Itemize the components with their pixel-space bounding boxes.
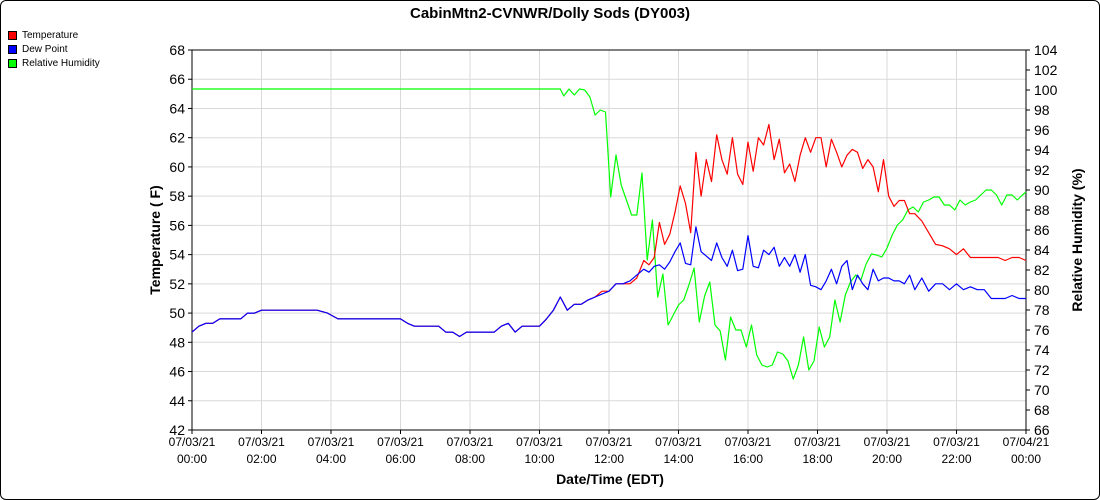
x-axis-ticks: 07/03/21 00:00 07/03/21 02:00 07/03/21 04:00 0… [169, 430, 1050, 466]
y-tick-label: 52 [169, 276, 185, 292]
y-tick-label: 58 [169, 188, 185, 204]
y2-tick-label: 82 [1034, 262, 1050, 278]
x-tick-time: 02:00 [246, 452, 276, 466]
y2-tick-label: 102 [1034, 62, 1058, 78]
legend-label-dew-point: Dew Point [22, 43, 68, 55]
y2-tick-label: 72 [1034, 362, 1050, 378]
y2-tick-label: 74 [1034, 342, 1050, 358]
y2-tick-label: 66 [1034, 422, 1050, 438]
series-layer [191, 88, 1027, 380]
x-tick-time: 00:00 [177, 452, 207, 466]
x-tick-date: 07/03/21 [725, 435, 772, 449]
x-tick-time: 08:00 [455, 452, 485, 466]
y-tick-label: 66 [169, 71, 185, 87]
x-axis-label: Date/Time (EDT) [556, 471, 664, 487]
chart-title: CabinMtn2-CVNWR/Dolly Sods (DY003) [410, 5, 690, 22]
legend-label-temperature: Temperature [22, 29, 79, 41]
x-tick-time: 18:00 [802, 452, 832, 466]
legend: Temperature Dew Point Relative Humidity [8, 28, 100, 70]
y2-tick-label: 84 [1034, 242, 1050, 258]
y-tick-label: 44 [169, 393, 185, 409]
series-line-dew-point [191, 226, 1026, 338]
legend-swatch-temperature [8, 30, 17, 40]
x-tick-date: 07/03/21 [933, 435, 980, 449]
legend-item-temperature[interactable]: Temperature [8, 28, 100, 42]
y-tick-label: 62 [169, 130, 185, 146]
y-tick-label: 50 [169, 305, 185, 321]
y-tick-label: 54 [169, 247, 185, 263]
x-tick-date: 07/03/21 [377, 435, 424, 449]
y-axis-ticks: 42 44 46 48 50 52 54 56 58 60 62 64 66 68 [169, 42, 192, 438]
y2-tick-label: 78 [1034, 302, 1050, 318]
y2-axis-label: Relative Humidity (%) [1069, 168, 1085, 311]
x-tick-time: 10:00 [524, 452, 554, 466]
y2-tick-label: 68 [1034, 402, 1050, 418]
y2-tick-label: 94 [1034, 142, 1050, 158]
x-tick-time: 22:00 [941, 452, 971, 466]
y2-tick-label: 104 [1034, 42, 1058, 58]
y-tick-label: 46 [169, 364, 185, 380]
y2-tick-label: 92 [1034, 162, 1050, 178]
y-axis-label: Temperature ( F) [147, 185, 163, 294]
x-tick-date: 07/03/21 [655, 435, 702, 449]
x-tick-time: 06:00 [385, 452, 415, 466]
legend-item-relative-humidity[interactable]: Relative Humidity [8, 56, 100, 70]
y2-tick-label: 98 [1034, 102, 1050, 118]
x-tick-time: 12:00 [594, 452, 624, 466]
y2-tick-label: 90 [1034, 182, 1050, 198]
x-tick-time: 14:00 [663, 452, 693, 466]
x-tick-date: 07/03/21 [516, 435, 563, 449]
legend-swatch-relative-humidity [8, 58, 17, 68]
y2-tick-label: 80 [1034, 282, 1050, 298]
x-tick-time: 00:00 [1011, 452, 1041, 466]
y2-tick-label: 76 [1034, 322, 1050, 338]
y-tick-label: 48 [169, 334, 185, 350]
x-tick-date: 07/04/21 [1003, 435, 1050, 449]
x-tick-time: 04:00 [316, 452, 346, 466]
y2-tick-label: 96 [1034, 122, 1050, 138]
y-tick-label: 56 [169, 217, 185, 233]
x-tick-time: 16:00 [733, 452, 763, 466]
y-tick-label: 60 [169, 159, 185, 175]
grid-lines [191, 49, 1027, 431]
x-tick-date: 07/03/21 [447, 435, 494, 449]
x-tick-date: 07/03/21 [864, 435, 911, 449]
x-tick-date: 07/03/21 [238, 435, 285, 449]
y2-tick-label: 86 [1034, 222, 1050, 238]
y-tick-label: 68 [169, 42, 185, 58]
y2-axis-ticks: 66 68 70 72 74 76 78 80 82 84 86 88 90 92 94 96 98 100 102… [1026, 42, 1058, 438]
y2-tick-label: 70 [1034, 382, 1050, 398]
y2-tick-label: 100 [1034, 82, 1058, 98]
x-tick-date: 07/03/21 [794, 435, 841, 449]
y2-tick-label: 88 [1034, 202, 1050, 218]
y-tick-label: 42 [169, 422, 185, 438]
y-tick-label: 64 [169, 100, 185, 116]
x-tick-date: 07/03/21 [586, 435, 633, 449]
x-tick-date: 07/03/21 [308, 435, 355, 449]
legend-label-relative-humidity: Relative Humidity [22, 57, 100, 69]
legend-swatch-dew-point [8, 44, 17, 54]
x-tick-time: 20:00 [872, 452, 902, 466]
legend-item-dew-point[interactable]: Dew Point [8, 42, 100, 56]
x-tick-date: 07/03/21 [169, 435, 216, 449]
series-line-relative-humidity [192, 88, 1027, 380]
